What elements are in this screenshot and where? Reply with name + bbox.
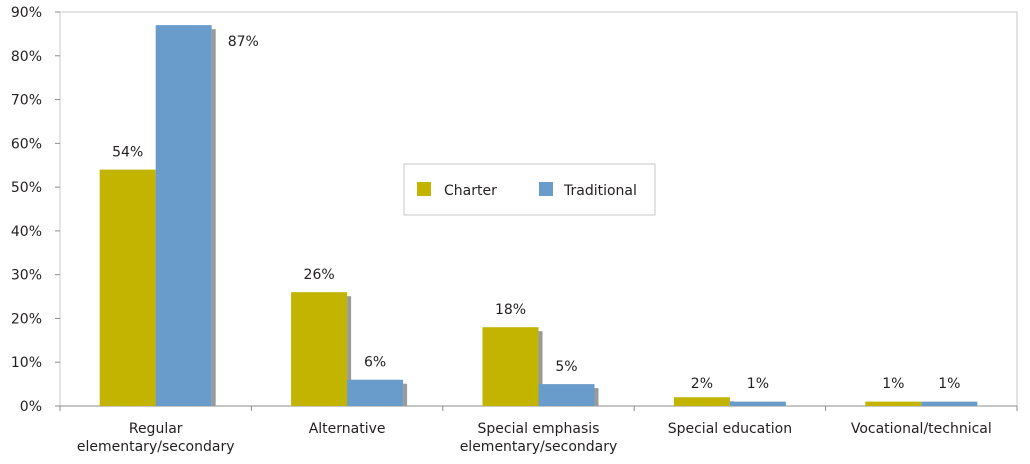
bar-shadow	[594, 388, 599, 406]
category-label-4: Vocational/technical	[851, 421, 992, 437]
data-label-charter-4: 1%	[882, 376, 904, 392]
data-label-traditional-1: 6%	[364, 355, 386, 371]
x-axis	[59, 405, 1018, 411]
y-tick-label: 30%	[11, 268, 42, 284]
y-tick-label: 70%	[11, 93, 42, 109]
bar-shadow	[538, 331, 543, 406]
y-tick-label: 80%	[11, 49, 42, 65]
bars	[99, 25, 982, 407]
bar-charter-1	[291, 292, 348, 406]
category-label-0: elementary/secondary	[77, 439, 235, 455]
data-label-charter-0: 54%	[112, 145, 143, 161]
category-label-3: Special education	[668, 421, 792, 437]
y-tick-label: 10%	[11, 355, 42, 371]
data-label-traditional-4: 1%	[938, 376, 960, 392]
y-tick-label: 50%	[11, 180, 42, 196]
y-tick-label: 90%	[11, 5, 42, 21]
data-labels: 54% 87% 26% 6% 18% 5% 2% 1% 1% 1%	[112, 34, 960, 392]
bar-traditional-2	[538, 384, 595, 406]
bar-shadow	[211, 29, 216, 407]
legend-label-traditional: Traditional	[563, 183, 637, 199]
category-label-0: Regular	[129, 421, 183, 437]
bar-traditional-3	[729, 401, 786, 406]
bar-shadow	[347, 296, 352, 406]
data-label-traditional-2: 5%	[555, 359, 577, 375]
bar-charter-3	[673, 397, 730, 406]
y-tick-label: 20%	[11, 311, 42, 327]
legend-box	[403, 163, 656, 216]
data-label-charter-3: 2%	[691, 376, 713, 392]
y-tick-label: 40%	[11, 224, 42, 240]
bar-charter-4	[865, 401, 922, 406]
bar-shadow	[403, 383, 408, 406]
y-tick-label: 0%	[20, 399, 42, 415]
legend-label-charter: Charter	[444, 183, 497, 199]
bar-charter-0	[99, 169, 156, 406]
category-label-2: Special emphasis	[478, 421, 600, 437]
bar-traditional-1	[347, 379, 404, 406]
data-label-traditional-0: 87%	[228, 34, 259, 50]
category-label-1: Alternative	[309, 421, 386, 437]
y-tick-label: 60%	[11, 136, 42, 152]
data-label-charter-1: 26%	[304, 267, 335, 283]
y-axis: 0% 10% 20% 30% 40% 50% 60% 70% 80% 90%	[11, 5, 60, 415]
bar-charter-2	[482, 327, 539, 406]
data-label-traditional-3: 1%	[747, 376, 769, 392]
bar-traditional-4	[921, 401, 978, 406]
legend: Charter Traditional	[403, 163, 656, 216]
data-label-charter-2: 18%	[495, 302, 526, 318]
bar-traditional-0	[155, 25, 212, 407]
legend-swatch-charter	[417, 182, 431, 196]
legend-swatch-traditional	[539, 182, 553, 196]
category-labels: Regular elementary/secondary Alternative Sp…	[77, 421, 992, 455]
category-label-2: elementary/secondary	[460, 439, 618, 455]
